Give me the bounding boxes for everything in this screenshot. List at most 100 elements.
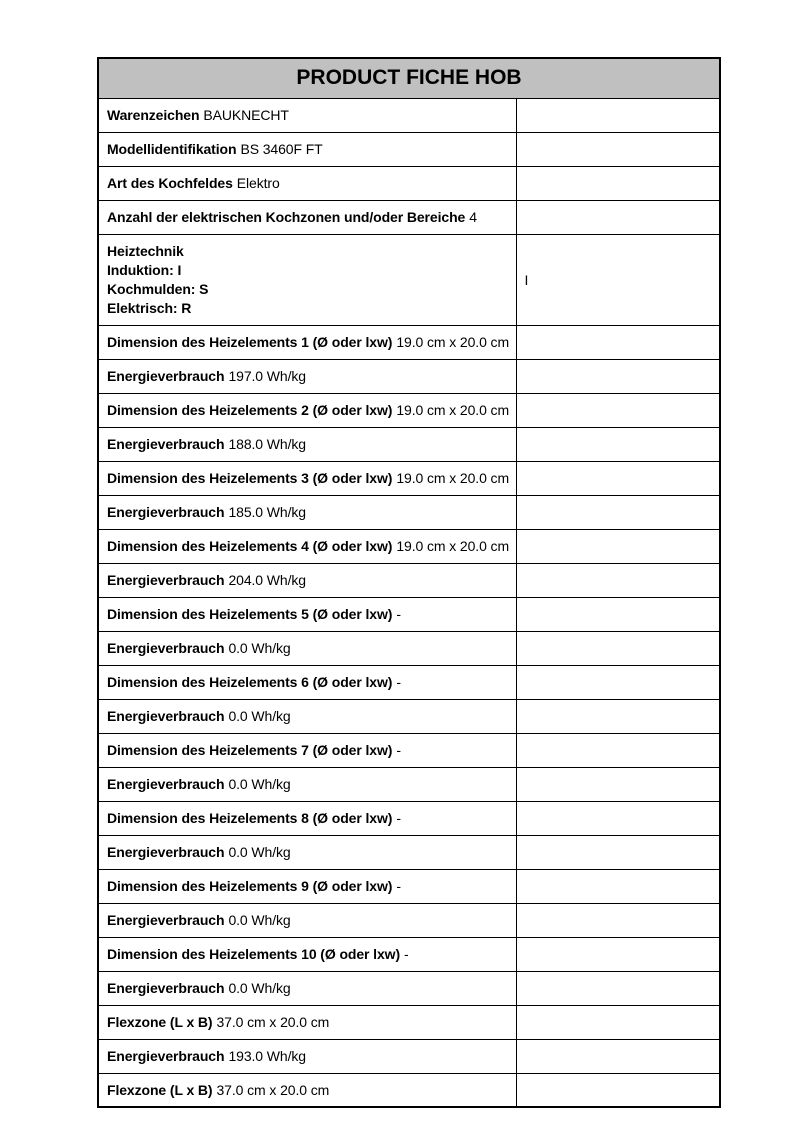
row-label-cell: Energieverbrauch 0.0 Wh/kg (97, 630, 517, 666)
row-label-cell: Energieverbrauch 0.0 Wh/kg (97, 698, 517, 734)
row-right-cell (515, 494, 721, 530)
table-row: Dimension des Heizelements 3 (Ø oder lxw… (97, 460, 721, 496)
table-row: Flexzone (L x B) 37.0 cm x 20.0 cm (97, 1072, 721, 1108)
row-value: - (404, 946, 409, 962)
row-label-cell: Dimension des Heizelements 5 (Ø oder lxw… (97, 596, 517, 632)
row-label: Flexzone (L x B) (107, 1081, 213, 1098)
row-right-cell (515, 460, 721, 496)
row-label: Dimension des Heizelements 5 (Ø oder lxw… (107, 606, 393, 622)
row-right-cell (515, 528, 721, 564)
row-value: Elektro (236, 175, 280, 191)
row-label-cell: Dimension des Heizelements 10 (Ø oder lx… (97, 936, 517, 972)
table-header-row: PRODUCT FICHE HOB (97, 57, 721, 99)
fiche-table-body: Warenzeichen BAUKNECHT Modellidentifikatio… (97, 97, 721, 1108)
row-value: 19.0 cm x 20.0 cm (396, 470, 510, 486)
row-label-line: Heiztechnik (107, 242, 184, 259)
row-label-line: Elektrisch: R (107, 299, 192, 316)
row-right-cell (515, 165, 721, 201)
row-label: Dimension des Heizelements 2 (Ø oder lxw… (107, 402, 393, 418)
row-label-cell: Anzahl der elektrischen Kochzonen und/od… (97, 199, 517, 235)
row-value: BAUKNECHT (203, 107, 289, 123)
product-fiche-table: PRODUCT FICHE HOB Warenzeichen BAUKNECHT M… (97, 57, 722, 1108)
table-row: Dimension des Heizelements 1 (Ø oder lxw… (97, 324, 721, 360)
row-label: Energieverbrauch (107, 572, 225, 588)
row-value: 193.0 Wh/kg (228, 1048, 306, 1064)
table-row: Dimension des Heizelements 8 (Ø oder lxw… (97, 800, 721, 836)
row-label-cell: Dimension des Heizelements 6 (Ø oder lxw… (97, 664, 517, 700)
table-row: Energieverbrauch 0.0 Wh/kg (97, 970, 721, 1006)
row-value: 0.0 Wh/kg (228, 980, 291, 996)
row-right-cell (515, 358, 721, 394)
row-label-cell: Flexzone (L x B) 37.0 cm x 20.0 cm (97, 1072, 517, 1108)
row-label: Dimension des Heizelements 10 (Ø oder lx… (107, 946, 400, 962)
row-label: Energieverbrauch (107, 912, 225, 928)
table-row: Energieverbrauch 185.0 Wh/kg (97, 494, 721, 530)
row-label: Dimension des Heizelements 6 (Ø oder lxw… (107, 674, 393, 690)
row-label: Dimension des Heizelements 7 (Ø oder lxw… (107, 742, 393, 758)
row-label-cell: Art des Kochfeldes Elektro (97, 165, 517, 201)
table-row: Dimension des Heizelements 9 (Ø oder lxw… (97, 868, 721, 904)
table-row: Dimension des Heizelements 10 (Ø oder lx… (97, 936, 721, 972)
row-label: Energieverbrauch (107, 980, 225, 996)
table-row: Energieverbrauch 0.0 Wh/kg (97, 630, 721, 666)
row-value: 204.0 Wh/kg (228, 572, 306, 588)
table-title: PRODUCT FICHE HOB (97, 57, 721, 99)
row-label-cell: Dimension des Heizelements 2 (Ø oder lxw… (97, 392, 517, 428)
row-label-cell: Energieverbrauch 0.0 Wh/kg (97, 834, 517, 870)
row-right-cell (515, 562, 721, 598)
row-value: - (396, 606, 401, 622)
row-label-cell: Energieverbrauch 0.0 Wh/kg (97, 970, 517, 1006)
table-row: Modellidentifikation BS 3460F FT (97, 131, 721, 167)
row-label-cell: Energieverbrauch 0.0 Wh/kg (97, 766, 517, 802)
row-right-cell (515, 1038, 721, 1074)
table-row: Warenzeichen BAUKNECHT (97, 97, 721, 133)
row-label-cell: Dimension des Heizelements 3 (Ø oder lxw… (97, 460, 517, 496)
table-row: Energieverbrauch 197.0 Wh/kg (97, 358, 721, 394)
row-right-cell (515, 902, 721, 938)
row-label: Warenzeichen (107, 107, 200, 123)
row-label: Energieverbrauch (107, 708, 225, 724)
row-label: Dimension des Heizelements 4 (Ø oder lxw… (107, 538, 393, 554)
row-right-cell (515, 630, 721, 666)
table-row: Dimension des Heizelements 4 (Ø oder lxw… (97, 528, 721, 564)
row-label-cell: Energieverbrauch 188.0 Wh/kg (97, 426, 517, 462)
row-label: Flexzone (L x B) (107, 1014, 213, 1030)
row-label: Anzahl der elektrischen Kochzonen und/od… (107, 209, 466, 225)
row-right-cell (515, 664, 721, 700)
row-right-cell (515, 1004, 721, 1040)
row-label: Energieverbrauch (107, 436, 225, 452)
table-row: Energieverbrauch 0.0 Wh/kg (97, 834, 721, 870)
table-row: Flexzone (L x B) 37.0 cm x 20.0 cm (97, 1004, 721, 1040)
row-right-cell (515, 936, 721, 972)
table-row: Dimension des Heizelements 7 (Ø oder lxw… (97, 732, 721, 768)
row-right-cell (515, 426, 721, 462)
row-label: Energieverbrauch (107, 1048, 225, 1064)
table-row: Energieverbrauch 0.0 Wh/kg (97, 766, 721, 802)
row-value: - (396, 742, 401, 758)
row-value: 185.0 Wh/kg (228, 504, 306, 520)
row-right-cell (515, 970, 721, 1006)
row-label-cell: Dimension des Heizelements 8 (Ø oder lxw… (97, 800, 517, 836)
row-label: Dimension des Heizelements 9 (Ø oder lxw… (107, 878, 393, 894)
row-right-cell (515, 868, 721, 904)
row-right-cell (515, 324, 721, 360)
row-right-cell (515, 392, 721, 428)
row-value: - (396, 810, 401, 826)
row-right-cell (515, 596, 721, 632)
row-label-cell: Energieverbrauch 197.0 Wh/kg (97, 358, 517, 394)
row-value: 0.0 Wh/kg (228, 912, 291, 928)
table-row: Heiztechnik Induktion: I Kochmulden: S Elek… (97, 233, 721, 326)
row-value: 19.0 cm x 20.0 cm (396, 334, 510, 350)
table-row: Anzahl der elektrischen Kochzonen und/od… (97, 199, 721, 235)
row-right-cell (515, 834, 721, 870)
row-label-cell: Warenzeichen BAUKNECHT (97, 97, 517, 133)
row-right-cell (515, 97, 721, 133)
row-label: Energieverbrauch (107, 776, 225, 792)
row-right-cell (515, 131, 721, 167)
table-row: Energieverbrauch 193.0 Wh/kg (97, 1038, 721, 1074)
row-right-cell (515, 698, 721, 734)
row-value: BS 3460F FT (240, 141, 323, 157)
row-label: Energieverbrauch (107, 844, 225, 860)
row-label: Dimension des Heizelements 3 (Ø oder lxw… (107, 470, 393, 486)
